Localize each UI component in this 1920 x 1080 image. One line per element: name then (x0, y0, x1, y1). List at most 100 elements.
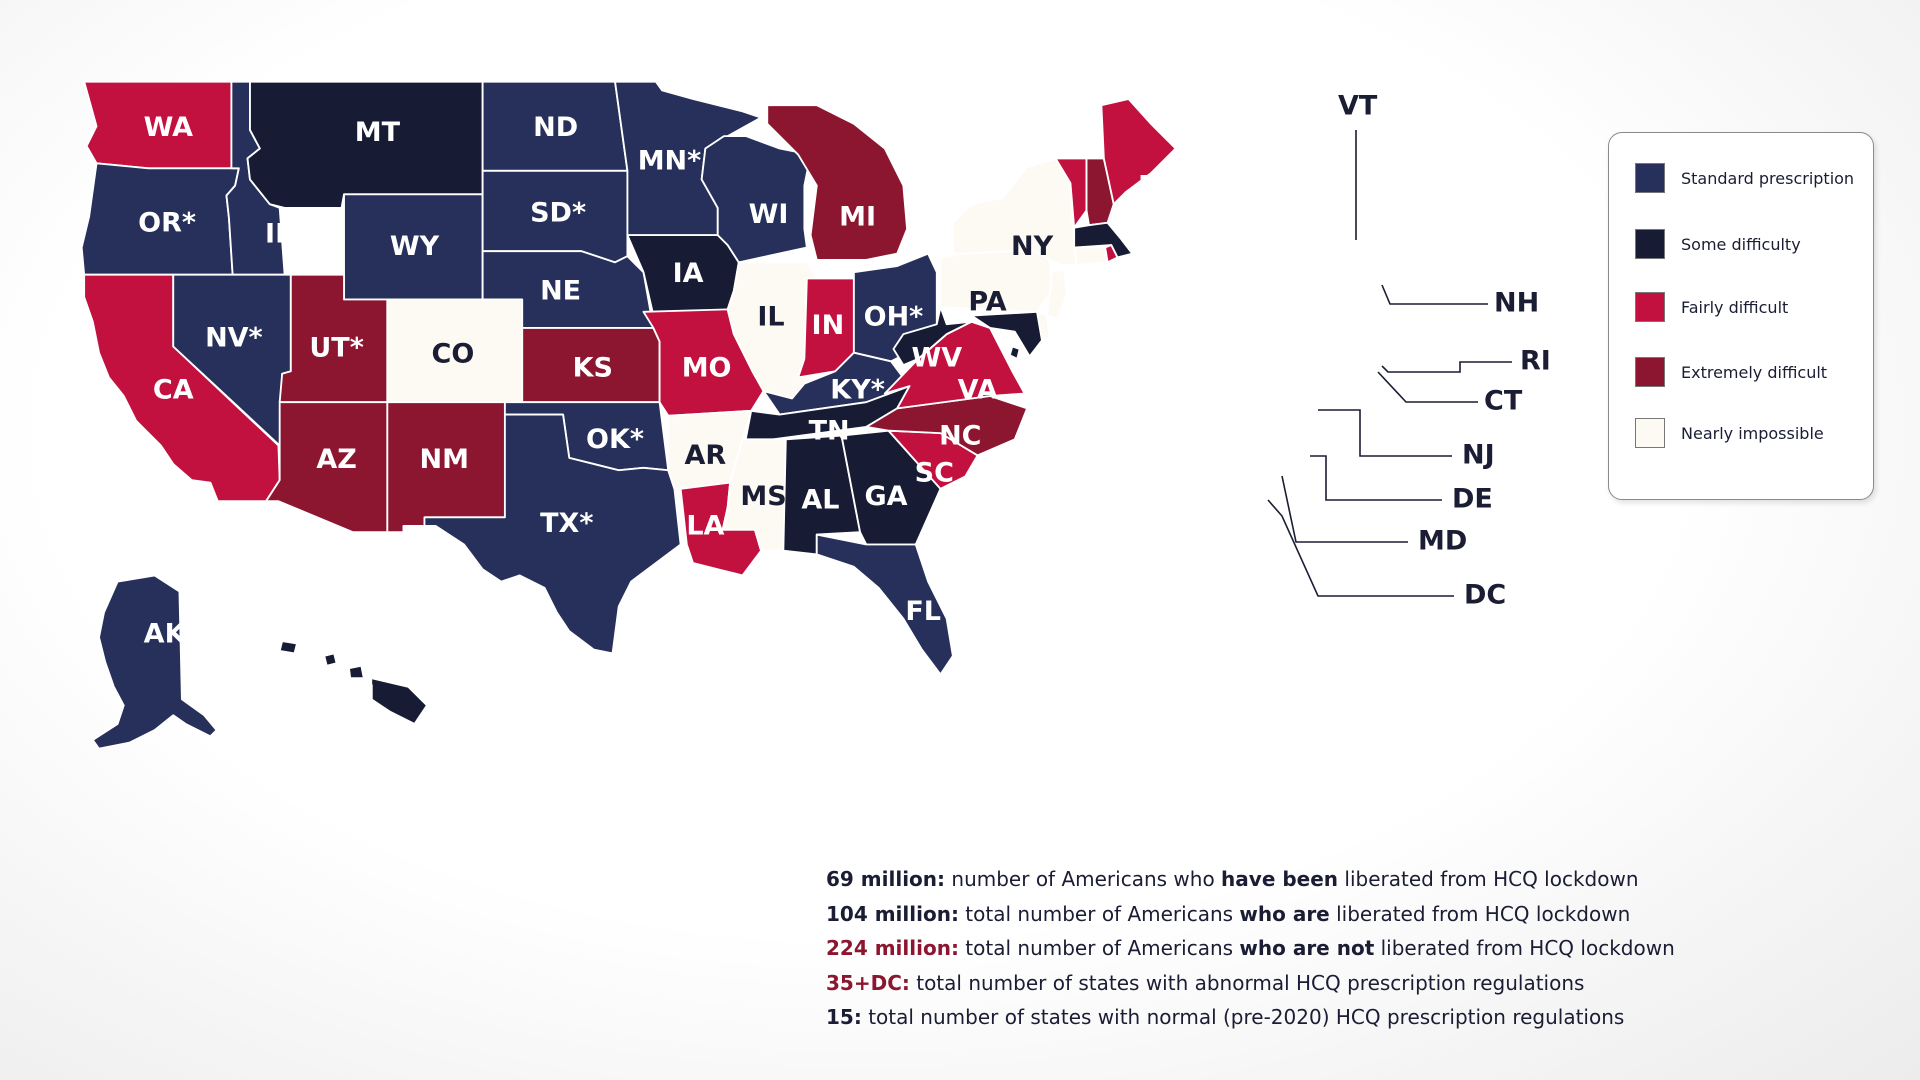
state-label-ok: OK* (586, 424, 644, 455)
legend-item-standard: Standard prescription (1635, 163, 1854, 193)
state-label-nj: NJ (1462, 440, 1495, 471)
legend-item-fairly: Fairly difficult (1635, 292, 1788, 322)
leader-line-ri (1381, 361, 1512, 373)
leader-line-de (1310, 455, 1442, 501)
state-label-co: CO (432, 339, 475, 370)
leader-lines (1267, 130, 1512, 597)
statistics-block: 69 million: number of Americans who have… (826, 862, 1726, 1035)
legend-label: Some difficulty (1681, 234, 1801, 254)
stat-number: 104 million: (826, 901, 959, 926)
legend-item-extreme: Extremely difficult (1635, 357, 1827, 387)
state-label-nv: NV* (205, 323, 263, 354)
state-label-ar: AR (685, 440, 727, 471)
legend-label: Extremely difficult (1681, 362, 1828, 382)
state-label-mt: MT (355, 117, 401, 148)
state-hi (278, 640, 428, 725)
stat-number: 69 million: (826, 867, 946, 891)
state-label-ca: CA (153, 375, 194, 406)
stat-text: total number of Americans (958, 936, 1240, 960)
stat-emphasis: who are not (1239, 936, 1375, 960)
state-label-nd: ND (533, 112, 578, 143)
state-ne (481, 250, 655, 329)
state-label-ut: UT* (309, 332, 363, 363)
state-label-ga: GA (865, 481, 908, 512)
stat-line: 35+DC: total number of states with abnor… (826, 966, 1726, 1001)
state-label-ia: IA (673, 258, 704, 289)
legend-swatch (1635, 357, 1665, 387)
legend-label: Standard prescription (1681, 168, 1855, 188)
state-label-mo: MO (682, 352, 732, 383)
state-label-ny: NY (1011, 231, 1054, 262)
legend-swatch (1635, 292, 1665, 322)
stat-text-end: liberated from HCQ lockdown (1329, 901, 1631, 926)
state-label-pa: PA (968, 287, 1006, 318)
state-label-mi: MI (839, 201, 876, 232)
state-label-hi: HI (343, 680, 376, 711)
state-tx (423, 413, 682, 655)
stat-line: 69 million: number of Americans who have… (826, 862, 1726, 897)
leader-line-dc (1267, 499, 1454, 597)
state-mi (766, 104, 909, 261)
stat-number: 15: (826, 1005, 862, 1029)
state-md (970, 310, 1043, 358)
state-nc (865, 395, 1029, 457)
leader-line-ct (1377, 371, 1478, 403)
state-label-dc: DC (1464, 580, 1506, 611)
state-dc (1008, 345, 1021, 360)
stat-number: 224 million: (826, 936, 959, 960)
stat-text: number of Americans who (945, 867, 1222, 891)
stat-line: 15: total number of states with normal (… (826, 1000, 1726, 1035)
state-label-ri: RI (1520, 346, 1551, 377)
state-label-wi: WI (749, 199, 789, 230)
state-label-de: DE (1452, 484, 1493, 515)
stat-emphasis: who are (1239, 901, 1330, 926)
stat-emphasis: have been (1221, 867, 1339, 891)
state-label-in: IN (812, 310, 845, 341)
state-label-az: AZ (316, 444, 356, 475)
state-label-ne: NE (540, 276, 581, 307)
state-label-or: OR* (138, 207, 196, 238)
state-nj (1045, 268, 1068, 321)
stat-line: 104 million: total number of Americans w… (826, 897, 1726, 932)
state-label-ak: AK (144, 618, 187, 649)
state-label-sc: SC (915, 457, 954, 488)
leader-line-nj (1318, 409, 1452, 457)
stat-text: total number of states with normal (pre-… (861, 1005, 1625, 1029)
state-label-ky: KY* (830, 375, 885, 406)
state-label-nm: NM (420, 444, 469, 475)
stat-text-end: liberated from HCQ lockdown (1338, 867, 1639, 891)
legend-item-some: Some difficulty (1635, 229, 1801, 259)
state-label-ms: MS (740, 481, 786, 512)
state-label-md: MD (1418, 526, 1467, 557)
state-label-ks: KS (573, 352, 613, 383)
state-wi (700, 135, 812, 264)
state-label-me: ME (1138, 170, 1183, 201)
stat-text: total number of states with abnormal HCQ… (909, 970, 1585, 995)
state-me (1100, 98, 1177, 206)
stat-text: total number of Americans (958, 901, 1240, 926)
legend-swatch (1635, 229, 1665, 259)
state-label-nh: NH (1494, 288, 1539, 319)
state-fl (815, 533, 954, 676)
state-label-nc: NC (939, 420, 981, 451)
state-label-tn: TN (809, 415, 850, 446)
state-vt (1054, 157, 1088, 229)
legend-label: Nearly impossible (1681, 423, 1824, 443)
state-labels: WA OR* CA ID* NV* MT WY UT* AZ CO NM ND SD* NE KS OK* TX… (138, 91, 1551, 712)
stat-text-end: liberated from HCQ lockdown (1374, 936, 1675, 960)
legend-swatch (1635, 163, 1665, 193)
state-label-il: IL (757, 302, 784, 333)
state-label-vt: VT (1338, 91, 1378, 122)
state-label-la: LA (686, 511, 724, 542)
legend-swatch (1635, 418, 1665, 448)
state-label-wy: WY (390, 231, 440, 262)
leader-line-md (1281, 475, 1408, 543)
state-label-id: ID* (265, 219, 312, 250)
state-wv (892, 305, 973, 366)
state-label-va: VA (958, 375, 998, 406)
leader-line-nh (1381, 284, 1488, 305)
state-shapes (80, 80, 1177, 750)
stat-line: 224 million: total number of Americans w… (826, 931, 1726, 966)
state-ak (91, 574, 218, 750)
